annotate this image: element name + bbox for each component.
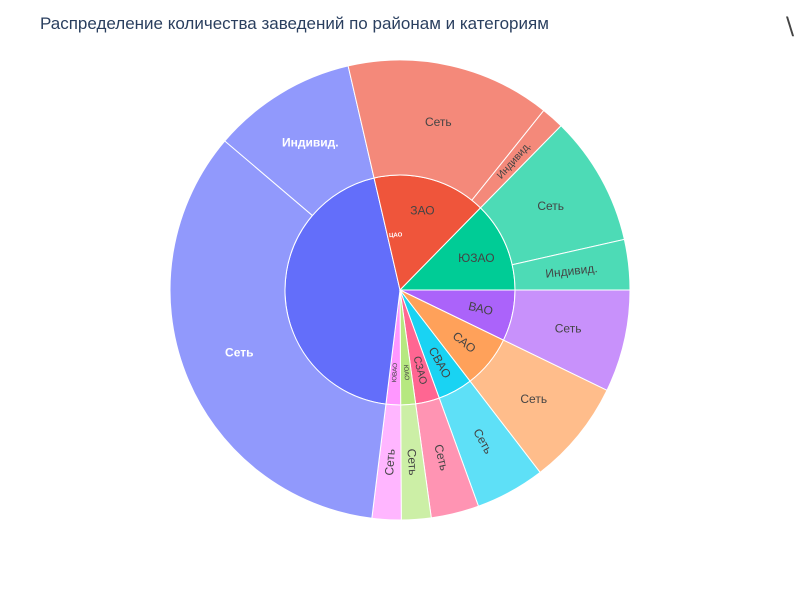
- sunburst-segments: [169, 59, 631, 521]
- district-label-yuzao: ЮЗАО: [458, 251, 494, 265]
- chart-title: Распределение количества заведений по ра…: [40, 14, 549, 33]
- district-label-zao: ЗАО: [410, 203, 434, 217]
- category-segment-yuzao-individ[interactable]: [511, 238, 631, 291]
- category-segment-zao-set[interactable]: [347, 59, 545, 201]
- edge-glyph: \: [786, 12, 795, 40]
- category-label-yuao-set: Сеть: [404, 448, 420, 476]
- district-label-vao: ВАО: [467, 299, 494, 318]
- category-label-yuzao-individ: Индивид.: [545, 261, 599, 281]
- category-label-yuzao-set: Сеть: [537, 199, 564, 213]
- district-label-yuvao: ЮВАО: [391, 363, 399, 383]
- district-label-tsao: ЦАО: [389, 232, 403, 239]
- category-label-szao-set: Сеть: [431, 443, 451, 472]
- category-label-tsao-set: Сеть: [225, 346, 253, 360]
- category-label-tsao-individ: Индивид.: [282, 136, 339, 150]
- category-label-vao-set: Сеть: [555, 322, 582, 336]
- category-label-sao-set: Сеть: [520, 392, 547, 406]
- category-segment-tsao-set[interactable]: [169, 140, 387, 519]
- sunburst-labels: СетьВАОСетьСАОСетьСВАОСетьСЗАОСетьЮАОСет…: [225, 115, 598, 476]
- category-label-yuvao-set: Сеть: [382, 448, 398, 475]
- category-label-zao-set: Сеть: [425, 115, 452, 129]
- district-label-yuao: ЮАО: [402, 365, 410, 381]
